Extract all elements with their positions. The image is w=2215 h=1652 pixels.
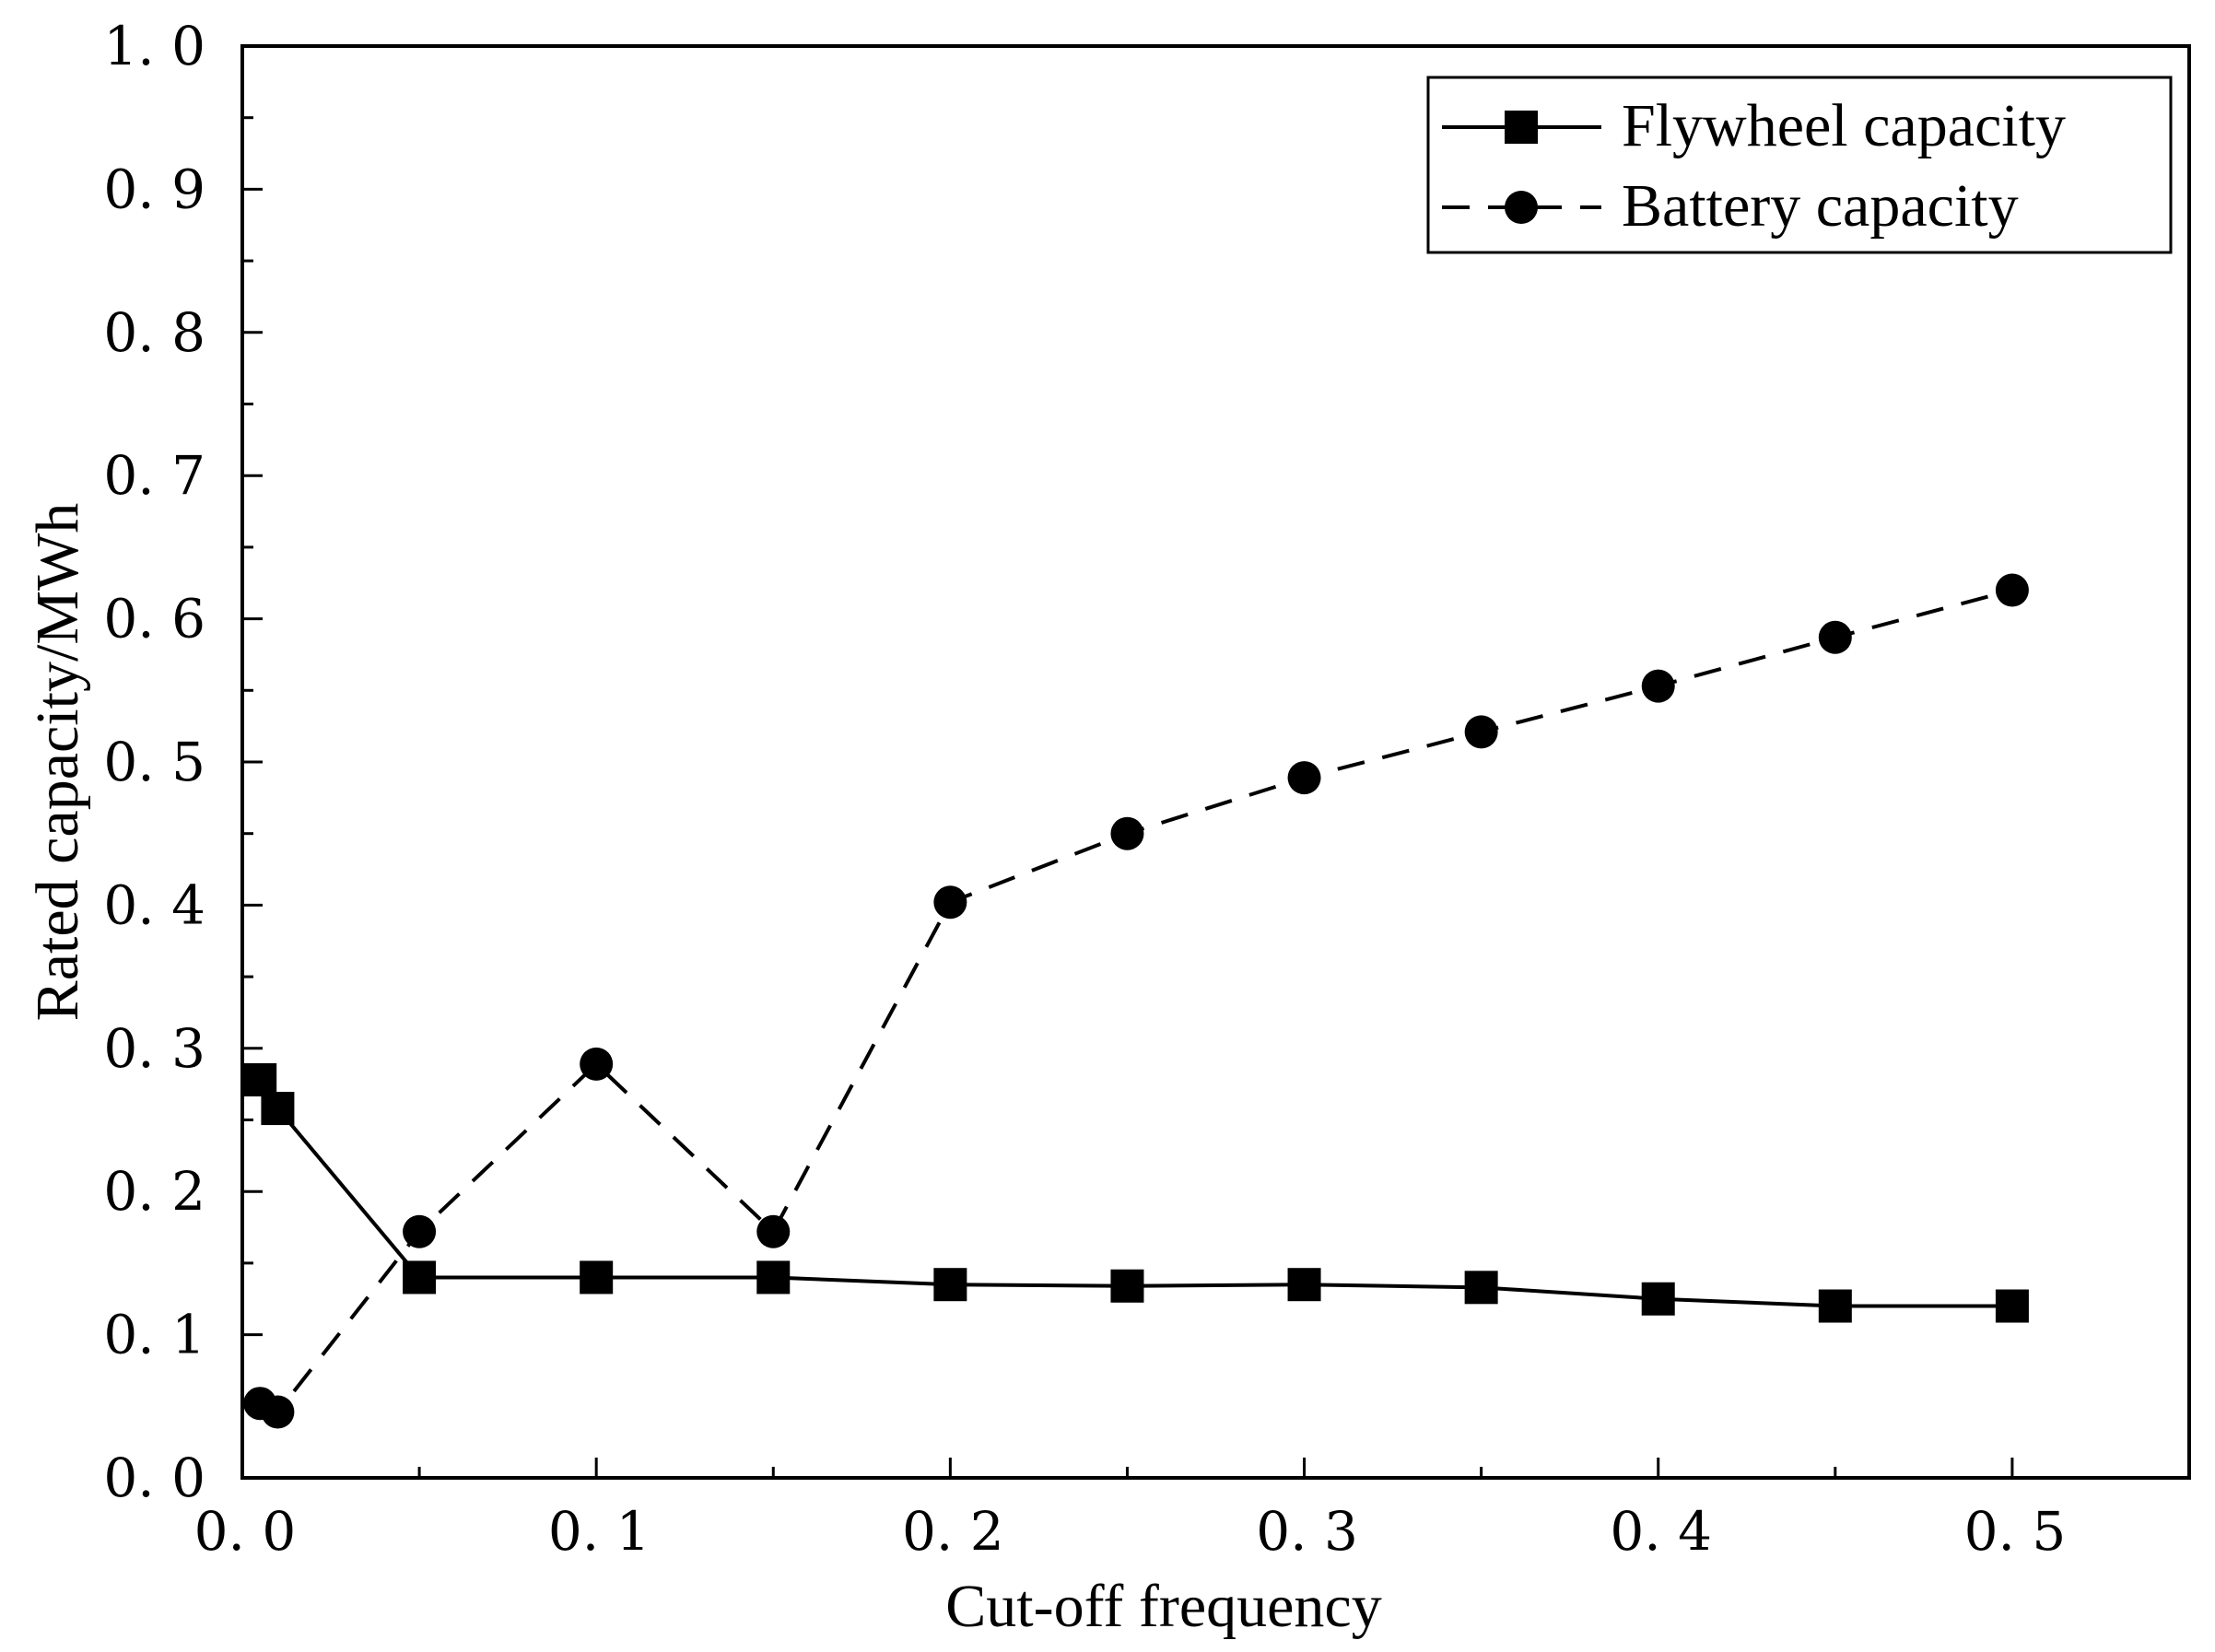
data-point-flywheel	[1464, 1271, 1498, 1305]
data-point-battery	[1641, 669, 1675, 703]
legend-box	[1426, 76, 2173, 254]
y-axis-ticks: 0. 0 0. 1 0. 2 0. 3 0. 4 0. 5 0. 6 0. 7 0. 8 0. 9…	[103, 15, 263, 1509]
series-layer	[243, 573, 2029, 1429]
data-point-flywheel	[1110, 1269, 1144, 1303]
data-point-battery	[1995, 573, 2029, 607]
y-tick-label: 0. 0	[103, 1447, 205, 1509]
y-tick-label: 0. 7	[103, 444, 205, 507]
data-point-battery	[1818, 620, 1852, 654]
plot-area-frame	[240, 44, 2191, 1480]
data-point-flywheel	[403, 1260, 437, 1295]
legend-marker-flywheel	[1505, 111, 1538, 144]
legend: Flywheel capacity Battery capacity	[1426, 76, 2173, 254]
y-tick-label: 0. 3	[103, 1017, 205, 1080]
data-point-flywheel	[261, 1092, 295, 1126]
y-tick-label: 0. 1	[103, 1304, 205, 1366]
x-tick-label: 0. 1	[548, 1500, 650, 1563]
data-point-flywheel	[580, 1260, 614, 1295]
y-tick-label: 0. 9	[103, 158, 205, 220]
data-point-battery	[580, 1047, 614, 1081]
data-point-battery	[933, 885, 967, 920]
data-point-flywheel	[1287, 1268, 1321, 1302]
y-axis-title: Rated capacity/MWh	[24, 503, 91, 1022]
data-point-battery	[1110, 816, 1144, 850]
series-line-battery	[259, 588, 2013, 1415]
x-tick-label: 0. 2	[902, 1500, 1004, 1563]
data-point-flywheel	[933, 1268, 967, 1302]
legend-marker-battery	[1505, 191, 1538, 224]
data-point-flywheel	[756, 1260, 791, 1295]
series-battery	[243, 573, 2029, 1429]
legend-label-flywheel: Flywheel capacity	[1622, 92, 2066, 159]
y-tick-label: 0. 2	[103, 1160, 205, 1223]
x-tick-label: 0. 3	[1256, 1500, 1358, 1563]
y-tick-label: 0. 5	[103, 731, 205, 793]
x-tick-label: 0. 4	[1610, 1500, 1712, 1563]
data-point-battery	[261, 1395, 295, 1429]
data-point-flywheel	[243, 1062, 277, 1096]
x-tick-label: 0. 0	[194, 1500, 297, 1563]
x-tick-label: 0. 5	[1964, 1500, 2067, 1563]
data-point-battery	[403, 1214, 437, 1248]
data-point-flywheel	[1818, 1289, 1852, 1323]
data-point-flywheel	[1641, 1282, 1675, 1316]
series-line-flywheel	[258, 1078, 2012, 1308]
y-tick-label: 0. 4	[103, 873, 205, 936]
x-axis-title: Cut-off frequency	[945, 1573, 1381, 1640]
legend-label-battery: Battery capacity	[1622, 172, 2019, 240]
y-tick-label: 0. 6	[103, 588, 205, 650]
series-flywheel	[243, 1062, 2029, 1323]
y-tick-label: 1. 0	[103, 15, 205, 77]
data-point-flywheel	[1995, 1289, 2029, 1323]
x-axis-ticks: 0. 0 0. 1 0. 2 0. 3 0. 4 0. 5	[194, 1458, 2067, 1563]
data-point-battery	[1287, 761, 1321, 795]
y-tick-label: 0. 8	[103, 301, 205, 364]
data-point-battery	[1464, 715, 1498, 749]
data-point-battery	[756, 1214, 791, 1248]
